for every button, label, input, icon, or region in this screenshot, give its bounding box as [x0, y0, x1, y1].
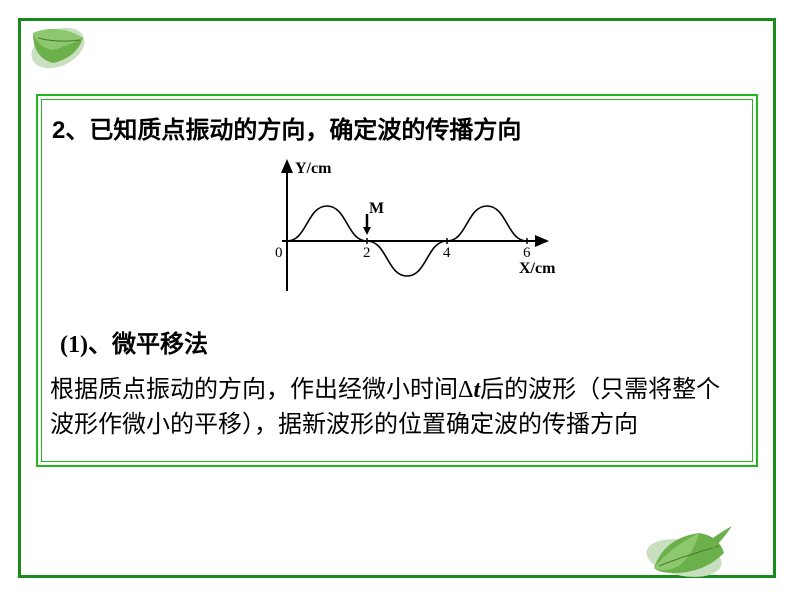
content-frame: 2、已知质点振动的方向，确定波的传播方向 — [36, 94, 758, 467]
leaf-decoration-top — [28, 18, 98, 78]
diagram-origin-label: 0 — [275, 245, 283, 261]
method-subheading: (1)、微平移法 — [60, 324, 748, 359]
wave-diagram: M Y/cm 0 2 4 6 X/cm — [46, 151, 748, 306]
method-description: 根据质点振动的方向，作出经微小时间Δt后的波形（只需将整个波形作微小的平移），据… — [50, 373, 744, 443]
section-heading: 2、已知质点振动的方向，确定波的传播方向 — [52, 110, 748, 145]
diagram-xtick-2: 2 — [363, 245, 371, 261]
diagram-point-label: M — [369, 200, 384, 217]
content-frame-inner: 2、已知质点振动的方向，确定波的传播方向 — [41, 99, 753, 462]
diagram-xtick-4: 4 — [443, 245, 451, 261]
diagram-x-label: X/cm — [519, 260, 556, 277]
diagram-y-label: Y/cm — [295, 160, 332, 177]
diagram-xtick-6: 6 — [523, 245, 531, 261]
body-text-before: 根据质点振动的方向，作出经微小时间Δ — [50, 377, 473, 403]
leaf-decoration-bottom — [644, 518, 734, 578]
